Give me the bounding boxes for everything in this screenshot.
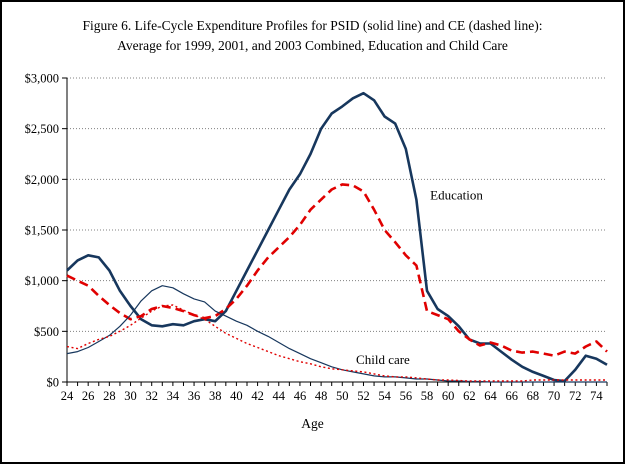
x-tick-label: 36 [187,389,200,403]
series-line-child-care-ce [66,304,607,382]
y-tick-label: $2,000 [24,173,58,187]
chart-plot-area: $0 $500 $1,000 $1,500 $2,000 $2,500 $3,000 24 26… [24,72,608,403]
chart-title-line1: Figure 6. Life-Cycle Expenditure Profile… [82,18,543,33]
y-tick-label: $1,000 [24,274,58,288]
x-tick-label: 46 [293,389,306,403]
x-tick-label: 48 [314,389,327,403]
x-tick-label: 40 [230,389,243,403]
x-tick-label: 62 [463,389,476,403]
x-tick-label: 50 [336,389,349,403]
x-tick-label: 56 [399,389,412,403]
x-tick-label: 66 [505,389,518,403]
x-tick-label: 26 [81,389,94,403]
x-tick-label: 32 [145,389,158,403]
x-tick-label: 64 [484,389,497,403]
y-tick-label: $3,000 [24,72,58,86]
x-tick-label: 52 [357,389,370,403]
series-line-education-psid [65,91,608,383]
x-tick-label: 74 [590,389,603,403]
annotation-child-care: Child care [356,352,410,367]
x-tick-label: 38 [208,389,221,403]
chart-title-line2: Average for 1999, 2001, and 2003 Combine… [117,38,508,53]
series-line-child-care-psid [66,285,607,383]
x-axis-title: Age [301,416,324,431]
y-tick-label: $500 [34,325,59,339]
x-tick-label: 54 [378,389,391,403]
x-tick-label: 28 [103,389,116,403]
x-tick-label: 72 [568,389,581,403]
x-tick-label: 58 [420,389,433,403]
chart-title: Figure 6. Life-Cycle Expenditure Profile… [2,16,623,56]
x-tick-label: 34 [166,389,179,403]
annotation-education: Education [430,188,483,203]
y-tick-label: $1,500 [24,224,58,238]
x-tick-label: 68 [526,389,539,403]
x-tick-label: 44 [272,389,285,403]
series-line-education-ce [65,183,608,358]
x-tick-label: 30 [124,389,137,403]
x-tick-label: 42 [251,389,264,403]
x-tick-label: 70 [547,389,560,403]
y-tick-label: $2,500 [24,122,58,136]
y-tick-label: $0 [46,376,59,390]
x-tick-label: 60 [441,389,454,403]
x-tick-label: 24 [60,389,73,403]
